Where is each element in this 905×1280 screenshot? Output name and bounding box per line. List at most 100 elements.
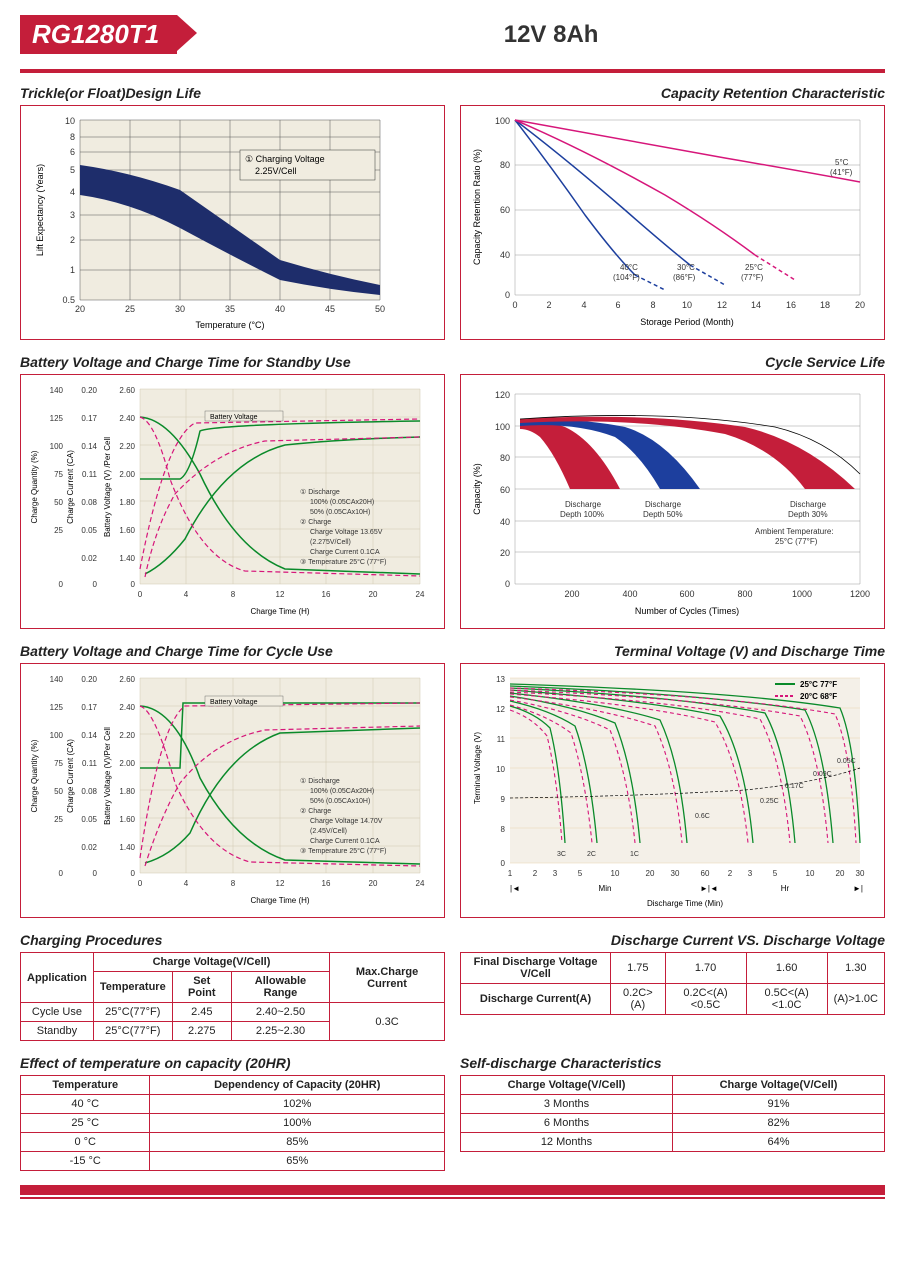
chart-title: Capacity Retention Characteristic bbox=[460, 85, 885, 101]
chart-box: 131211 10980 1235 10203060 23510 2030 Mi… bbox=[460, 663, 885, 918]
charging-table: Application Charge Voltage(V/Cell) Max.C… bbox=[20, 952, 445, 1041]
svg-text:6: 6 bbox=[615, 300, 620, 310]
svg-text:100% (0.05CAx20H): 100% (0.05CAx20H) bbox=[310, 499, 374, 506]
temp-capacity-panel: Effect of temperature on capacity (20HR)… bbox=[20, 1055, 445, 1171]
xlabel: Discharge Time (Min) bbox=[647, 899, 723, 908]
svg-text:2: 2 bbox=[728, 869, 733, 878]
row-2: Battery Voltage and Charge Time for Stan… bbox=[20, 354, 885, 629]
svg-text:Depth 30%: Depth 30% bbox=[788, 510, 828, 519]
row-1: Trickle(or Float)Design Life bbox=[20, 85, 885, 340]
xlabel: Storage Period (Month) bbox=[640, 317, 734, 327]
th: Max.Charge Current bbox=[330, 953, 445, 1003]
svg-text:Min: Min bbox=[599, 884, 612, 893]
svg-text:30: 30 bbox=[856, 869, 865, 878]
divider-thin bbox=[20, 72, 885, 73]
temp-capacity-table: TemperatureDependency of Capacity (20HR)… bbox=[20, 1075, 445, 1171]
svg-text:8: 8 bbox=[501, 825, 506, 834]
svg-text:0.5: 0.5 bbox=[62, 295, 75, 305]
terminal-voltage-panel: Terminal Voltage (V) and Discharge Time bbox=[460, 643, 885, 918]
svg-text:60: 60 bbox=[500, 485, 510, 495]
chart-title: Battery Voltage and Charge Time for Cycl… bbox=[20, 643, 445, 659]
svg-text:4: 4 bbox=[70, 187, 75, 197]
svg-text:③ Temperature 25°C (77°F): ③ Temperature 25°C (77°F) bbox=[300, 558, 386, 566]
svg-text:0: 0 bbox=[501, 859, 506, 868]
row-4: Charging Procedures Application Charge V… bbox=[20, 932, 885, 1041]
table-row: 3 Months91% bbox=[461, 1095, 885, 1114]
svg-text:10: 10 bbox=[611, 869, 620, 878]
svg-text:0.14: 0.14 bbox=[81, 442, 97, 451]
svg-text:0: 0 bbox=[93, 580, 98, 589]
terminal-voltage-chart: 131211 10980 1235 10203060 23510 2030 Mi… bbox=[465, 668, 875, 913]
svg-text:0: 0 bbox=[505, 290, 510, 300]
svg-text:Charge Current 0.1CA: Charge Current 0.1CA bbox=[310, 549, 380, 556]
svg-text:0.6C: 0.6C bbox=[695, 813, 710, 820]
chart-box: 1086 543 210.5 202530 35404550 Temperatu… bbox=[20, 105, 445, 340]
svg-text:Ambient Temperature:: Ambient Temperature: bbox=[755, 527, 834, 536]
discharge-vs-panel: Discharge Current VS. Discharge Voltage … bbox=[460, 932, 885, 1041]
svg-text:125: 125 bbox=[50, 414, 64, 423]
page: RG1280T1 12V 8Ah Trickle(or Float)Design… bbox=[0, 0, 905, 1224]
svg-text:60: 60 bbox=[701, 869, 710, 878]
svg-text:24: 24 bbox=[416, 590, 425, 599]
svg-text:Charge Current (CA): Charge Current (CA) bbox=[66, 450, 75, 524]
header: RG1280T1 12V 8Ah bbox=[20, 15, 885, 54]
svg-text:0: 0 bbox=[59, 869, 64, 878]
svg-text:400: 400 bbox=[622, 589, 637, 599]
svg-text:0: 0 bbox=[93, 869, 98, 878]
svg-text:1000: 1000 bbox=[792, 589, 812, 599]
svg-text:100: 100 bbox=[50, 731, 64, 740]
svg-text:80: 80 bbox=[500, 453, 510, 463]
standby-charge-panel: Battery Voltage and Charge Time for Stan… bbox=[20, 354, 445, 629]
design-life-chart: 1086 543 210.5 202530 35404550 Temperatu… bbox=[25, 110, 435, 335]
footer-bar bbox=[20, 1185, 885, 1195]
svg-text:Charge Quantity (%): Charge Quantity (%) bbox=[30, 739, 39, 812]
svg-text:600: 600 bbox=[679, 589, 694, 599]
svg-text:① Discharge: ① Discharge bbox=[300, 488, 340, 496]
svg-text:25°C (77°F): 25°C (77°F) bbox=[775, 537, 818, 546]
chart-title: Battery Voltage and Charge Time for Stan… bbox=[20, 354, 445, 370]
section-title: Self-discharge Characteristics bbox=[460, 1055, 885, 1071]
svg-text:(104°F): (104°F) bbox=[613, 273, 640, 282]
svg-text:25: 25 bbox=[54, 815, 63, 824]
svg-text:2C: 2C bbox=[587, 851, 596, 858]
design-life-panel: Trickle(or Float)Design Life bbox=[20, 85, 445, 340]
chart-title: Terminal Voltage (V) and Discharge Time bbox=[460, 643, 885, 659]
svg-text:Discharge: Discharge bbox=[645, 500, 682, 509]
svg-text:2.00: 2.00 bbox=[119, 759, 135, 768]
annotation: ① Charging Voltage bbox=[245, 154, 325, 164]
svg-text:16: 16 bbox=[786, 300, 796, 310]
svg-text:1.80: 1.80 bbox=[119, 787, 135, 796]
chart-title: Cycle Service Life bbox=[460, 354, 885, 370]
svg-text:2.60: 2.60 bbox=[119, 675, 135, 684]
svg-text:0: 0 bbox=[138, 590, 143, 599]
table-row: -15 °C65% bbox=[21, 1152, 445, 1171]
svg-text:5: 5 bbox=[70, 165, 75, 175]
table-row: Cycle Use 25°C(77°F) 2.45 2.40~2.50 0.3C bbox=[21, 1003, 445, 1022]
svg-text:Battery Voltage: Battery Voltage bbox=[210, 699, 258, 706]
row-5: Effect of temperature on capacity (20HR)… bbox=[20, 1055, 885, 1171]
section-title: Discharge Current VS. Discharge Voltage bbox=[460, 932, 885, 948]
svg-text:9: 9 bbox=[501, 795, 506, 804]
svg-text:10: 10 bbox=[496, 765, 505, 774]
svg-text:25°C 77°F: 25°C 77°F bbox=[800, 680, 837, 689]
svg-text:50% (0.05CAx10H): 50% (0.05CAx10H) bbox=[310, 509, 370, 516]
svg-text:2.00: 2.00 bbox=[119, 470, 135, 479]
svg-text:0.05C: 0.05C bbox=[837, 758, 856, 765]
svg-text:24: 24 bbox=[416, 879, 425, 888]
svg-text:40°C: 40°C bbox=[620, 263, 638, 272]
chart-box: 140125100 7550250 0.200.170.14 0.110.080… bbox=[20, 374, 445, 629]
svg-text:0.11: 0.11 bbox=[82, 759, 98, 768]
svg-text:0: 0 bbox=[505, 579, 510, 589]
table-row: 40 °C102% bbox=[21, 1095, 445, 1114]
svg-text:2.20: 2.20 bbox=[119, 442, 135, 451]
chart-box: 1008060400 0246 8101214 161820 Storage P… bbox=[460, 105, 885, 340]
svg-text:8: 8 bbox=[231, 879, 236, 888]
svg-text:35: 35 bbox=[225, 304, 235, 314]
svg-text:5: 5 bbox=[773, 869, 778, 878]
svg-text:|◄: |◄ bbox=[510, 884, 520, 893]
svg-text:4: 4 bbox=[184, 590, 189, 599]
svg-text:1.40: 1.40 bbox=[119, 554, 135, 563]
svg-text:1: 1 bbox=[508, 869, 513, 878]
svg-text:4: 4 bbox=[581, 300, 586, 310]
capacity-retention-panel: Capacity Retention Characteristic bbox=[460, 85, 885, 340]
